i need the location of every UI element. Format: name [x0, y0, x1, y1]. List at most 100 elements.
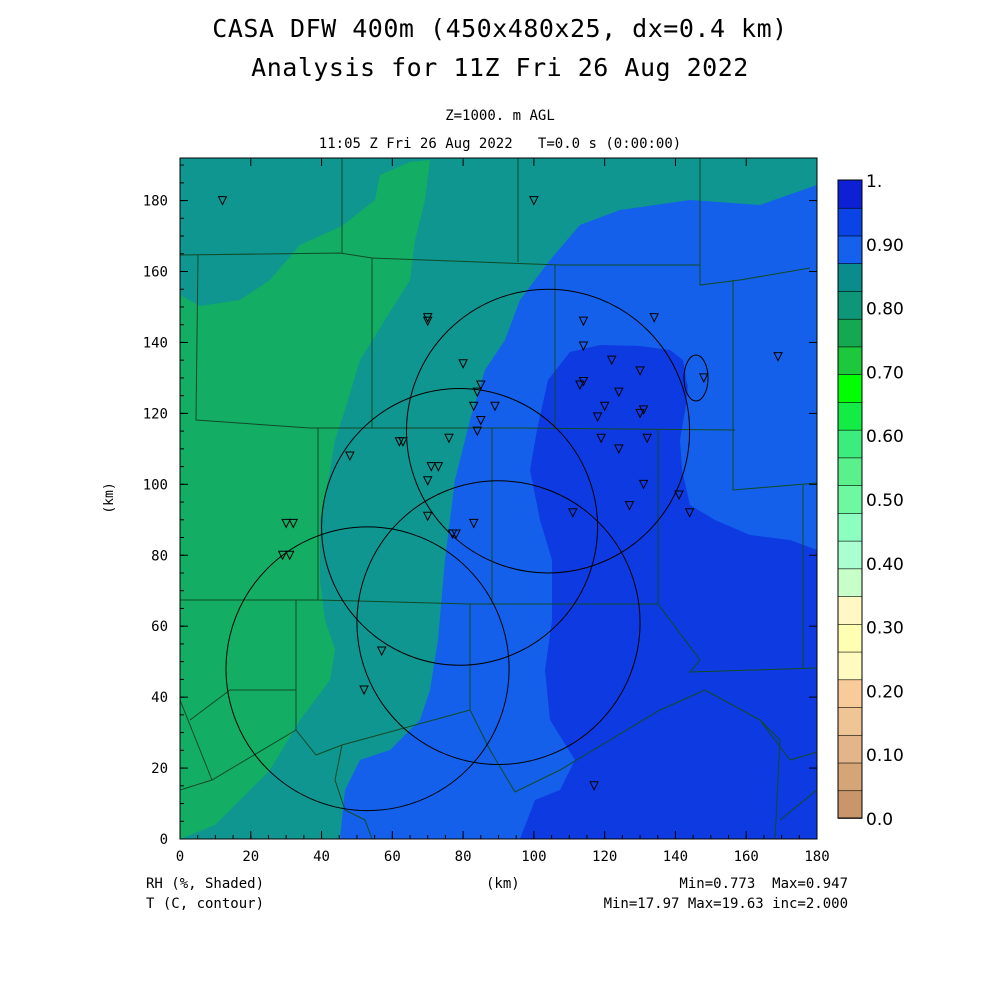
station-marker	[529, 196, 539, 206]
station-marker	[589, 781, 599, 791]
colorbar-swatch	[837, 568, 863, 597]
x-tick-label: 80	[455, 849, 472, 865]
station-marker	[635, 408, 645, 419]
station-marker	[472, 426, 483, 437]
y-tick-label: 80	[151, 548, 168, 564]
x-tick-label: 60	[384, 849, 401, 865]
colorbar-swatch	[837, 762, 863, 792]
station-marker	[281, 518, 291, 529]
station-marker	[217, 196, 228, 206]
x-tick-label: 140	[663, 849, 688, 865]
colorbar-label: 0.10	[866, 746, 904, 766]
radar-ring	[321, 388, 599, 666]
colorbar	[837, 179, 863, 819]
y-axis-label: (km)	[102, 482, 117, 513]
colorbar-swatch	[837, 401, 863, 431]
colorbar-swatch	[837, 651, 863, 681]
station-marker	[458, 359, 468, 369]
station-marker	[599, 401, 610, 412]
station-marker	[284, 550, 295, 561]
x-tick-label: 180	[804, 849, 829, 865]
station-marker	[635, 366, 645, 376]
station-marker	[624, 501, 635, 511]
station-marker	[490, 401, 500, 412]
region-blue-deep	[520, 345, 817, 839]
colorbar-swatch	[837, 262, 863, 292]
colorbar-swatch	[837, 429, 863, 459]
x-tick-label: 0	[176, 849, 184, 865]
y-tick-label: 40	[151, 690, 168, 706]
station-marker	[426, 462, 437, 472]
station-marker	[575, 380, 585, 391]
station-marker	[444, 433, 454, 444]
colorbar-label: 0.50	[866, 491, 904, 511]
y-axis: 0 20 40 60 80 100 120 140 160 180	[143, 164, 817, 848]
station-marker	[468, 401, 479, 412]
shaded-stats: Min=0.773 Max=0.947	[679, 876, 848, 892]
colorbar-swatch	[837, 484, 863, 514]
station-marker	[475, 380, 486, 391]
colorbar-swatch	[837, 679, 863, 708]
colorbar-swatch	[837, 540, 863, 570]
colorbar-swatch	[837, 457, 863, 486]
station-marker	[288, 518, 299, 529]
shaded-field-label: RH (%, Shaded)	[146, 876, 265, 892]
colorbar-swatch	[837, 734, 863, 764]
colorbar-label: 0.40	[866, 555, 904, 575]
station-marker	[447, 529, 458, 540]
station-marker	[684, 508, 695, 518]
y-tick-label: 20	[151, 761, 168, 777]
plot-area	[180, 158, 817, 839]
station-marker	[422, 476, 433, 486]
station-marker	[422, 316, 433, 327]
title-line-2: Analysis for 11Z Fri 26 Aug 2022	[251, 53, 749, 82]
station-marker	[614, 444, 624, 454]
colorbar-label: 0.30	[866, 619, 904, 639]
colorbar-label: 0.20	[866, 682, 904, 702]
x-tick-label: 100	[521, 849, 546, 865]
y-tick-label: 0	[160, 832, 168, 848]
colorbar-label: 0.80	[866, 300, 904, 320]
station-marker	[568, 508, 578, 518]
station-marker	[638, 479, 649, 490]
colorbar-label: 0.0	[866, 810, 893, 830]
x-tick-label: 160	[734, 849, 759, 865]
contour-field-label: T (C, contour)	[146, 896, 265, 912]
station-marker	[394, 437, 405, 447]
station-marker	[674, 490, 684, 501]
colorbar-swatch	[837, 318, 863, 348]
x-tick-label: 120	[592, 849, 617, 865]
colorbar-swatch	[837, 346, 863, 375]
x-tick-label: 40	[313, 849, 330, 865]
colorbar-frame	[837, 179, 863, 819]
y-tick-label: 140	[143, 335, 168, 351]
station-marker	[376, 646, 387, 657]
colorbar-label: 0.90	[866, 236, 904, 256]
level-label: Z=1000. m AGL	[445, 108, 555, 124]
county-boundaries	[180, 158, 817, 839]
y-tick-label: 60	[151, 619, 168, 635]
station-marker	[345, 451, 355, 462]
station-marker	[475, 415, 486, 426]
station-marker	[596, 433, 606, 444]
station-marker	[422, 511, 433, 522]
y-tick-label: 100	[143, 477, 168, 493]
contour-stats: Min=17.97 Max=19.63 inc=2.000	[603, 896, 848, 912]
colorbar-swatch	[837, 789, 863, 819]
station-marker	[472, 387, 483, 398]
station-marker	[277, 550, 288, 561]
region-green-west	[180, 160, 430, 839]
colorbar-swatch	[837, 290, 863, 320]
colorbar-swatch	[837, 595, 863, 625]
station-marker	[606, 355, 617, 366]
x-axis-label: (km)	[486, 876, 520, 892]
colorbar-label: 1.	[866, 172, 882, 192]
station-marker	[578, 316, 589, 327]
colorbar-swatch	[837, 235, 863, 265]
station-marker	[592, 412, 603, 423]
y-tick-label: 180	[143, 194, 168, 210]
title-line-1: CASA DFW 400m (450x480x25, dx=0.4 km)	[212, 14, 788, 43]
station-marker	[433, 462, 444, 472]
station-marker	[578, 341, 589, 352]
y-tick-label: 120	[143, 406, 168, 422]
